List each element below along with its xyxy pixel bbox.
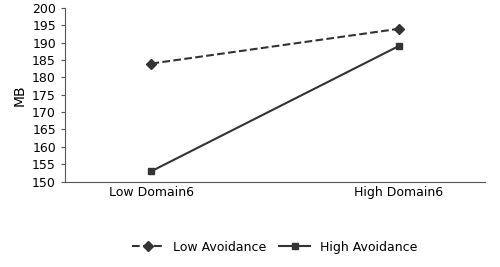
- Legend: Low Avoidance, High Avoidance: Low Avoidance, High Avoidance: [127, 236, 423, 260]
- Y-axis label: MB: MB: [12, 84, 26, 105]
